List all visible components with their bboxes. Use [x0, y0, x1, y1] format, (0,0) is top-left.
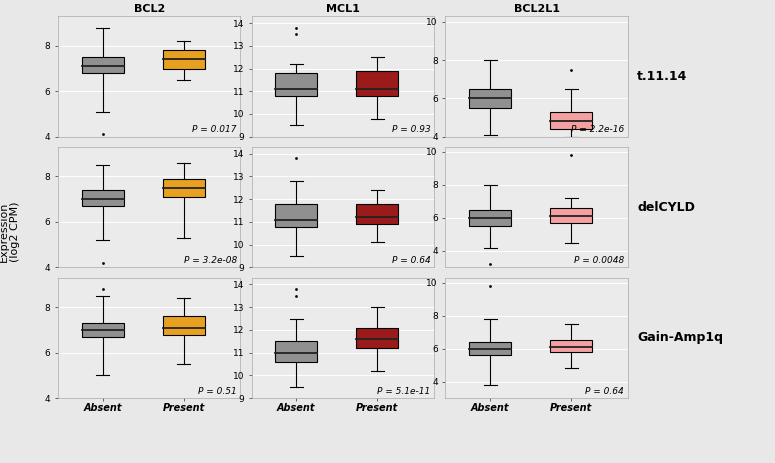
Text: P = 0.93: P = 0.93 [391, 125, 430, 134]
Text: P = 0.64: P = 0.64 [391, 256, 430, 265]
Bar [469, 210, 511, 226]
Bar [356, 204, 398, 224]
Text: delCYLD: delCYLD [637, 200, 695, 214]
Text: P = 0.64: P = 0.64 [585, 387, 624, 396]
Bar [163, 179, 205, 197]
Text: P = 3.2e-08: P = 3.2e-08 [184, 256, 236, 265]
Text: P = 0.51: P = 0.51 [198, 387, 236, 396]
Text: Expression
(log2 CPM): Expression (log2 CPM) [0, 201, 20, 262]
Bar [356, 328, 398, 348]
Bar [275, 73, 318, 96]
Bar [163, 50, 205, 69]
Bar [469, 342, 511, 355]
Text: P = 0.017: P = 0.017 [192, 125, 236, 134]
Title: MCL1: MCL1 [326, 4, 360, 14]
Bar [81, 57, 124, 73]
Text: t.11.14: t.11.14 [637, 70, 687, 83]
Bar [550, 208, 592, 223]
Bar [81, 323, 124, 337]
Bar [275, 204, 318, 226]
Bar [469, 89, 511, 108]
Title: BCL2: BCL2 [133, 4, 165, 14]
Bar [356, 71, 398, 96]
Bar [550, 340, 592, 352]
Bar [163, 316, 205, 334]
Bar [275, 341, 318, 362]
Text: P = 0.0048: P = 0.0048 [574, 256, 624, 265]
Text: Gain-Amp1q: Gain-Amp1q [637, 332, 723, 344]
Text: P = 2.2e-16: P = 2.2e-16 [571, 125, 624, 134]
Text: P = 5.1e-11: P = 5.1e-11 [377, 387, 430, 396]
Bar [81, 190, 124, 206]
Bar [550, 112, 592, 129]
Title: BCL2L1: BCL2L1 [514, 4, 560, 14]
